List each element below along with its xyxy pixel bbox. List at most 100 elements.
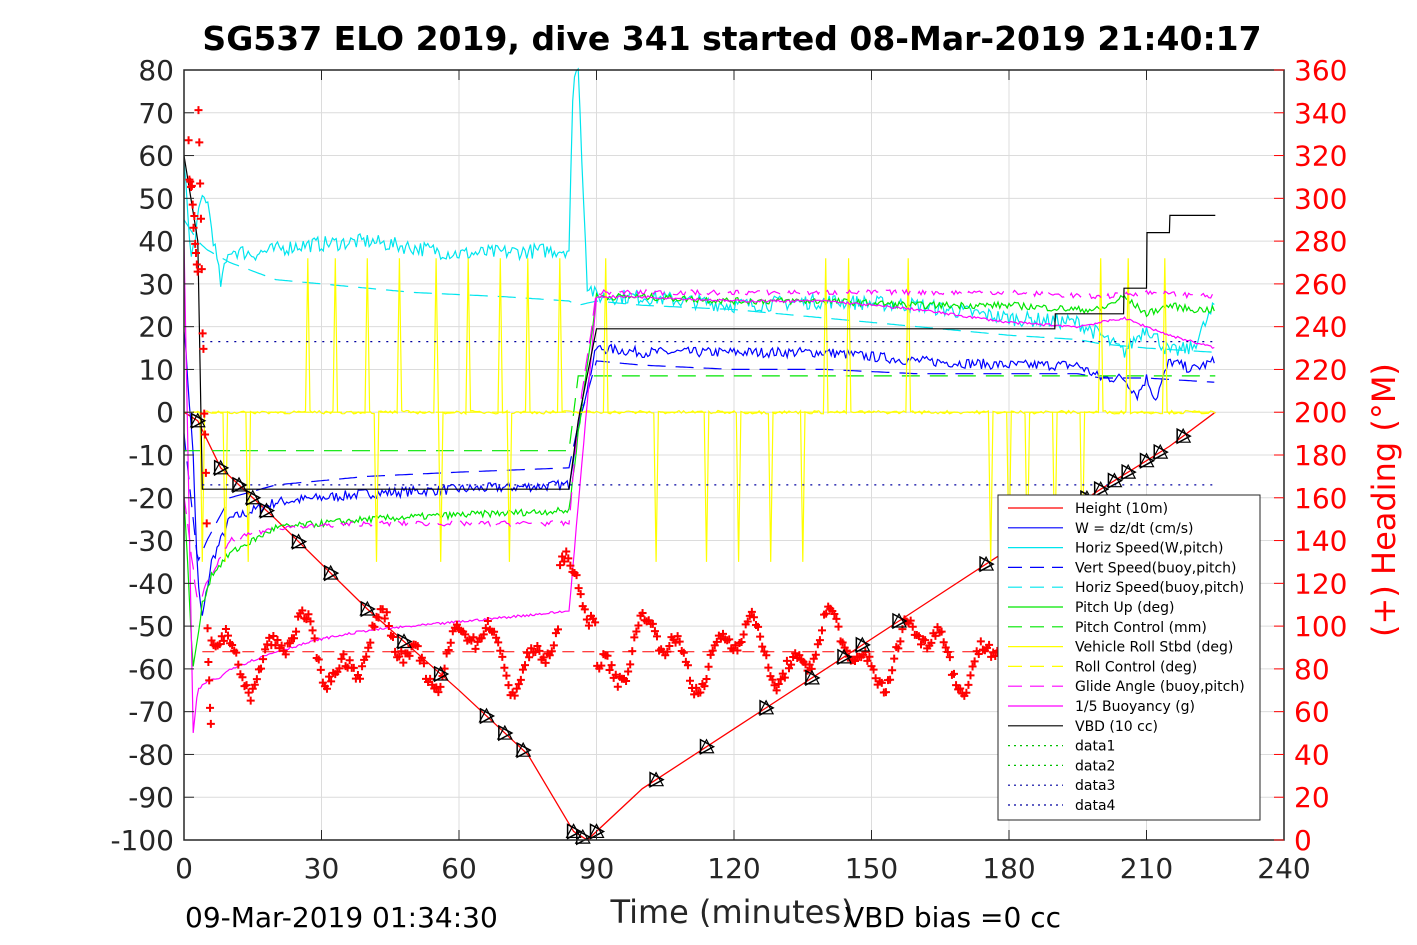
heading-marker: [673, 632, 682, 641]
heading-marker: [665, 641, 674, 650]
heading-marker: [712, 637, 721, 646]
heading-marker: [533, 641, 542, 650]
heading-marker: [888, 666, 897, 675]
heading-marker: [335, 664, 344, 673]
heading-marker: [974, 649, 983, 658]
x-tick-label: 60: [441, 852, 477, 885]
heading-marker: [749, 613, 758, 622]
heading-marker: [521, 661, 529, 670]
plot-markers: [184, 106, 1192, 846]
heading-marker: [683, 661, 692, 670]
heading-marker: [189, 223, 198, 232]
right-tick-label: 80: [1294, 653, 1330, 686]
heading-marker: [562, 547, 571, 556]
profile-marker-up: [244, 489, 261, 505]
right-tick-label: 220: [1294, 353, 1347, 386]
x-tick-label: 210: [1120, 852, 1173, 885]
legend-label: Roll Control (deg): [1075, 659, 1197, 675]
chart-title: SG537 ELO 2019, dive 341 started 08-Mar-…: [202, 19, 1261, 58]
profile-marker-right: [397, 633, 413, 650]
left-tick-label: 20: [138, 311, 174, 344]
left-tick-label: -70: [128, 696, 174, 729]
heading-marker: [215, 640, 224, 649]
heading-marker: [894, 644, 903, 653]
left-tick-label: -50: [128, 610, 174, 643]
heading-marker: [413, 642, 422, 651]
profile-marker-right: [360, 600, 376, 618]
left-tick-label: -40: [128, 567, 174, 600]
heading-marker: [492, 633, 501, 642]
x-axis-label: Time (minutes): [610, 893, 854, 931]
heading-marker: [364, 643, 373, 652]
heading-marker: [196, 214, 205, 223]
heading-marker: [700, 682, 709, 691]
heading-marker: [197, 265, 206, 274]
x-tick-label: 90: [579, 852, 615, 885]
heading-marker: [556, 561, 565, 570]
heading-marker: [754, 622, 763, 631]
heading-marker: [731, 641, 740, 650]
heading-marker: [242, 681, 251, 690]
heading-marker: [219, 636, 228, 645]
heading-marker: [512, 684, 521, 693]
heading-marker: [962, 688, 971, 697]
heading-marker: [805, 660, 814, 669]
heading-marker: [206, 703, 215, 712]
heading-marker: [945, 653, 954, 662]
legend-label: W = dz/dt (cm/s): [1075, 521, 1194, 537]
right-tick-label: 360: [1294, 54, 1347, 87]
heading-marker: [964, 680, 973, 689]
left-tick-label: 40: [138, 225, 174, 258]
heading-marker: [389, 633, 397, 642]
heading-marker: [494, 638, 503, 647]
heading-marker: [574, 584, 583, 593]
profile-marker-right: [246, 489, 262, 507]
heading-marker: [273, 636, 282, 645]
heading-marker: [634, 621, 643, 630]
heading-marker: [737, 637, 746, 646]
heading-marker: [881, 688, 890, 697]
heading-marker: [822, 609, 831, 618]
left-tick-label: -10: [128, 439, 174, 472]
heading-marker: [510, 691, 519, 700]
heading-marker: [554, 625, 562, 634]
heading-marker: [917, 640, 925, 649]
heading-marker: [813, 640, 822, 649]
heading-marker: [378, 605, 387, 614]
series-line: [183, 67, 1215, 358]
heading-marker: [650, 627, 659, 636]
right-tick-label: 120: [1294, 567, 1347, 600]
heading-marker: [483, 616, 492, 625]
profile-marker-right: [759, 699, 775, 717]
heading-marker: [863, 656, 872, 665]
heading-marker: [622, 677, 631, 685]
profile-marker-right: [699, 738, 716, 755]
heading-marker: [861, 647, 870, 656]
profile-marker-right: [1153, 443, 1169, 461]
profile-marker-right: [232, 476, 248, 494]
heading-marker: [941, 643, 950, 652]
right-tick-label: 60: [1294, 696, 1330, 729]
series-line: [183, 291, 1215, 667]
heading-marker: [605, 666, 614, 675]
heading-marker: [405, 651, 414, 660]
heading-marker: [560, 557, 569, 566]
profile-marker-up: [835, 648, 853, 664]
heading-marker: [871, 674, 880, 683]
heading-marker: [970, 657, 979, 666]
heading-marker: [496, 646, 505, 655]
heading-marker: [747, 607, 756, 616]
heading-marker: [725, 635, 734, 644]
legend-label: Glide Angle (buoy,pitch): [1075, 679, 1245, 695]
heading-marker: [395, 652, 404, 661]
heading-marker: [838, 638, 847, 647]
heading-marker: [956, 684, 965, 693]
heading-marker: [261, 645, 270, 654]
heading-marker: [927, 638, 936, 647]
heading-marker: [500, 663, 509, 672]
profile-marker-up: [515, 741, 532, 757]
heading-marker: [679, 648, 688, 657]
heading-marker: [426, 674, 435, 683]
heading-marker: [764, 663, 773, 672]
legend-label: Vert Speed(buoy,pitch): [1075, 560, 1237, 576]
